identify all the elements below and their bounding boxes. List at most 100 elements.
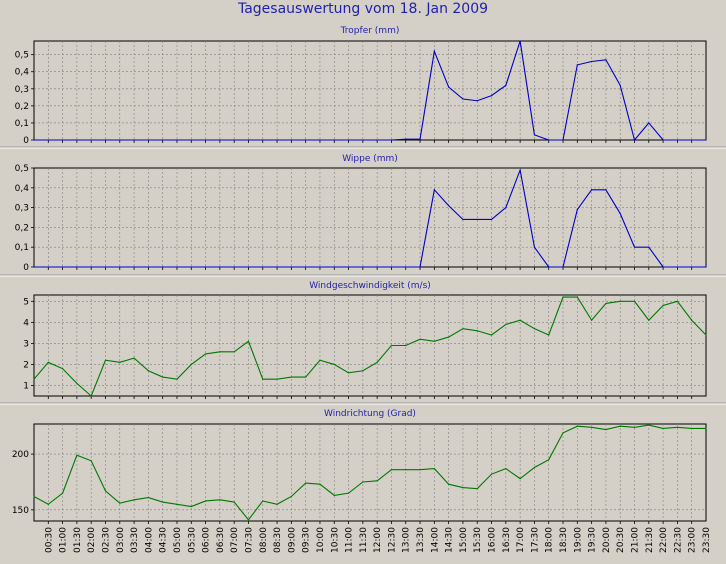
x-tick-label: 18:00 xyxy=(545,527,555,553)
x-tick-label: 05:30 xyxy=(187,527,197,553)
data-point xyxy=(162,139,164,141)
page-title: Tagesauswertung vom 18. Jan 2009 xyxy=(237,1,489,17)
data-point xyxy=(190,363,192,366)
data-point xyxy=(676,139,679,141)
data-point xyxy=(490,218,493,221)
x-tick-label: 09:30 xyxy=(302,527,312,553)
y-tick-label: 0 xyxy=(23,263,29,273)
data-point xyxy=(147,370,149,372)
x-tick-label: 23:00 xyxy=(688,527,698,553)
data-point xyxy=(333,494,335,496)
data-point xyxy=(419,338,421,340)
x-tick-label: 14:30 xyxy=(445,527,455,553)
x-tick-label: 10:00 xyxy=(316,527,326,553)
data-point xyxy=(691,266,693,268)
y-tick-label: 2 xyxy=(23,360,29,370)
data-point xyxy=(562,296,564,298)
data-point xyxy=(462,98,464,100)
y-tick-label: 0,3 xyxy=(15,204,29,214)
data-point xyxy=(362,139,364,141)
data-point xyxy=(619,84,621,86)
data-point xyxy=(190,266,192,268)
data-point xyxy=(33,266,35,268)
panel-title: Tropfer (mm) xyxy=(340,26,400,36)
y-tick-label: 0,4 xyxy=(15,184,30,194)
data-point xyxy=(505,207,507,209)
data-point xyxy=(276,378,278,380)
x-tick-label: 06:30 xyxy=(216,527,226,553)
data-point xyxy=(262,378,264,380)
x-tick-label: 13:00 xyxy=(402,527,412,553)
data-point xyxy=(633,300,636,302)
data-point xyxy=(591,189,593,191)
data-point xyxy=(705,139,707,141)
data-point xyxy=(390,139,393,141)
data-point xyxy=(376,480,378,482)
data-point xyxy=(104,266,107,268)
data-point xyxy=(219,266,221,268)
data-point xyxy=(448,86,450,88)
y-tick-label: 0,1 xyxy=(15,243,29,253)
data-point xyxy=(676,266,679,268)
data-point xyxy=(562,139,564,141)
x-tick-label: 18:30 xyxy=(559,527,569,553)
x-tick-label: 04:00 xyxy=(144,527,154,553)
data-point xyxy=(662,139,664,141)
data-point xyxy=(505,84,507,86)
data-point xyxy=(147,496,149,499)
plot-area xyxy=(33,423,707,522)
data-point xyxy=(533,466,536,469)
data-point xyxy=(433,50,435,52)
data-point xyxy=(104,139,107,141)
data-point xyxy=(591,319,593,321)
data-point xyxy=(104,359,107,361)
data-point xyxy=(133,499,135,501)
data-point xyxy=(433,340,435,342)
data-point xyxy=(104,490,107,492)
data-point xyxy=(662,427,664,430)
data-point xyxy=(333,266,335,268)
y-tick-label: 5 xyxy=(23,297,29,307)
data-point xyxy=(533,328,536,330)
data-point xyxy=(505,323,507,326)
x-tick-label: 22:00 xyxy=(659,527,669,553)
y-tick-label: 4 xyxy=(23,318,29,328)
x-tick-label: 17:30 xyxy=(530,527,540,553)
x-tick-label: 23:30 xyxy=(702,527,712,553)
x-tick-label: 01:30 xyxy=(73,527,83,553)
x-tick-label: 11:00 xyxy=(345,527,355,553)
x-tick-label: 10:30 xyxy=(330,527,340,553)
data-point xyxy=(290,495,292,498)
data-point xyxy=(319,359,321,361)
data-point xyxy=(591,426,593,428)
data-point xyxy=(76,454,78,456)
data-point xyxy=(648,319,650,321)
data-point xyxy=(47,139,49,141)
data-point xyxy=(290,266,292,268)
data-point xyxy=(419,469,421,471)
data-point xyxy=(433,467,435,470)
y-tick-label: 0,2 xyxy=(15,102,29,112)
data-point xyxy=(519,169,521,171)
data-point xyxy=(476,218,478,221)
panel-title: Windrichtung (Grad) xyxy=(324,409,416,419)
data-point xyxy=(576,208,578,211)
data-point xyxy=(119,139,121,141)
data-point xyxy=(562,432,564,434)
data-point xyxy=(619,425,621,427)
data-point xyxy=(519,40,521,42)
data-point xyxy=(233,266,235,268)
data-point xyxy=(376,361,378,363)
data-point xyxy=(462,328,464,330)
data-point xyxy=(233,139,235,141)
data-point xyxy=(47,503,49,505)
data-point xyxy=(662,266,664,268)
data-point xyxy=(433,189,435,191)
data-point xyxy=(33,378,35,380)
data-point xyxy=(448,336,450,338)
y-tick-label: 200 xyxy=(12,450,29,460)
data-point xyxy=(33,495,35,498)
data-point xyxy=(505,467,507,470)
data-point xyxy=(219,499,221,501)
data-point xyxy=(204,266,207,268)
